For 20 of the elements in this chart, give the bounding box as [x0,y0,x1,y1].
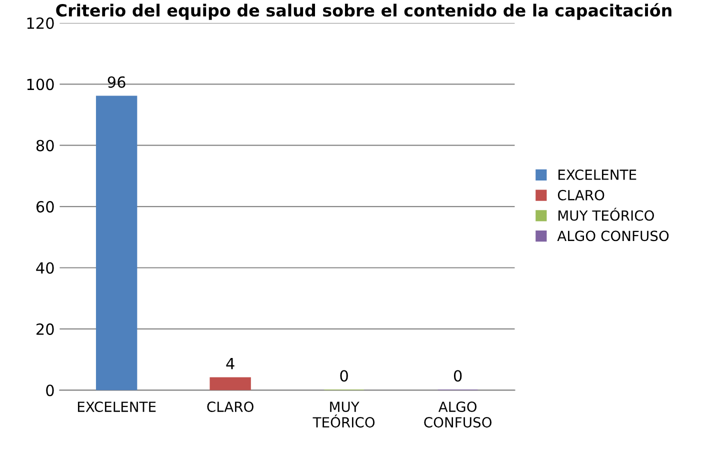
x-tick-label: CLARO [207,402,254,412]
chart-title: Criterio del equipo de salud sobre el contenido de la capacitación [56,3,672,20]
legend-label: CLARO [558,190,604,200]
legend-label: ALGO CONFUSO [557,230,669,242]
data-label: 4 [226,358,234,370]
y-tick-label: 120 [27,17,54,29]
x-tick-label: EXCELENTE [78,402,156,412]
y-tick-label: 20 [36,323,54,335]
y-tick-label: 0 [46,384,54,396]
legend-label: EXCELENTE [558,169,636,180]
x-tick-label: ALGO CONFUSO [424,402,492,428]
y-tick-label: 40 [36,262,54,274]
data-label: 96 [108,76,126,88]
y-tick-label: 60 [36,201,54,213]
x-tick-label: MUY TEÓRICO [312,402,375,428]
y-tick-label: 80 [36,140,54,152]
data-label: 0 [454,370,462,382]
legend-label: MUY TEÓRICO [558,208,654,221]
data-label: 0 [340,370,348,382]
y-tick-label: 100 [27,78,54,90]
